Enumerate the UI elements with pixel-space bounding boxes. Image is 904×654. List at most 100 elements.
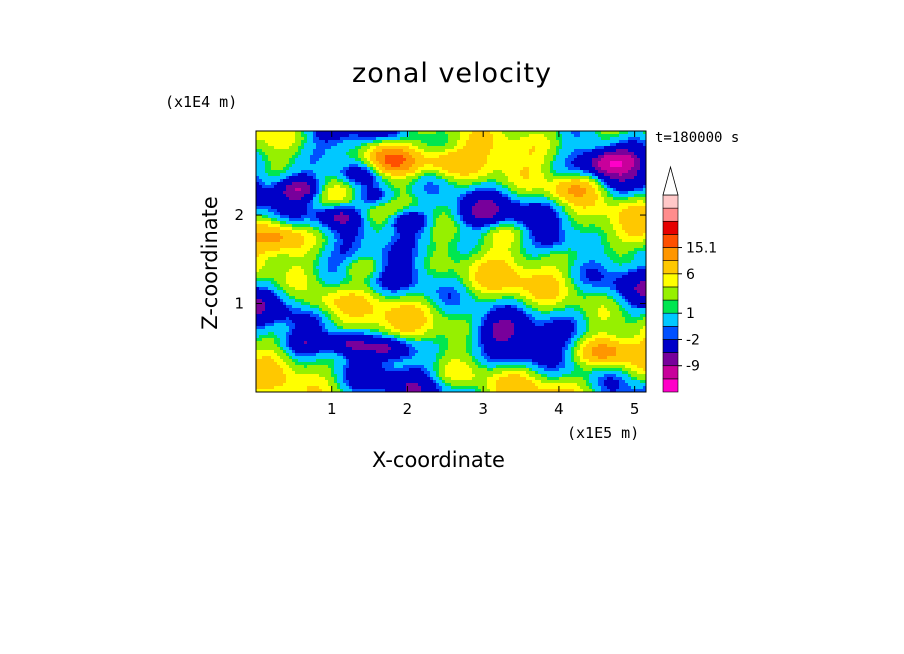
heatmap-cell [286,200,290,204]
heatmap-cell [514,143,518,147]
heatmap-cell [292,152,296,156]
heatmap-cell [598,233,602,237]
heatmap-cell [625,242,629,246]
heatmap-cell [262,143,266,147]
heatmap-cell [487,131,491,135]
heatmap-cell [616,131,620,135]
heatmap-cell [613,170,617,174]
heatmap-cell [427,143,431,147]
heatmap-cell [523,221,527,225]
heatmap-cell [280,146,284,150]
heatmap-cell [313,167,317,171]
heatmap-cell [457,149,461,153]
heatmap-cell [352,131,356,135]
heatmap-cell [586,185,590,189]
heatmap-cell [490,227,494,231]
heatmap-cell [259,242,263,246]
heatmap-cell [391,164,395,168]
heatmap-cell [541,200,545,204]
heatmap-cell [427,170,431,174]
heatmap-cell [442,215,446,219]
heatmap-cell [499,182,503,186]
heatmap-cell [484,227,488,231]
heatmap-cell [355,158,359,162]
heatmap-cell [505,143,509,147]
heatmap-cell [298,131,302,135]
heatmap-cell [283,227,287,231]
heatmap-cell [394,227,398,231]
heatmap-cell [349,224,353,228]
heatmap-cell [637,146,641,150]
heatmap-cell [610,239,614,243]
heatmap-cell [409,218,413,222]
heatmap-cell [259,200,263,204]
heatmap-cell [286,209,290,213]
heatmap-cell [268,203,272,207]
heatmap-cell [376,200,380,204]
heatmap-cell [535,137,539,141]
heatmap-cell [505,134,509,138]
heatmap-cell [616,200,620,204]
heatmap-cell [256,197,260,201]
heatmap-cell [607,239,611,243]
heatmap-cell [397,167,401,171]
heatmap-cell [421,218,425,222]
heatmap-cell [541,158,545,162]
heatmap-cell [439,194,443,198]
heatmap-cell [259,149,263,153]
heatmap-cell [550,191,554,195]
heatmap-cell [373,206,377,210]
heatmap-cell [580,155,584,159]
heatmap-cell [265,230,269,234]
heatmap-cell [505,188,509,192]
heatmap-cell [559,185,563,189]
heatmap-cell [376,188,380,192]
heatmap-cell [550,179,554,183]
heatmap-cell [616,179,620,183]
heatmap-cell [517,239,521,243]
heatmap-cell [532,158,536,162]
heatmap-cell [541,146,545,150]
heatmap-cell [394,152,398,156]
heatmap-cell [286,182,290,186]
heatmap-cell [352,185,356,189]
heatmap-cell [466,131,470,135]
heatmap-cell [496,143,500,147]
heatmap-cell [631,221,635,225]
heatmap-cell [541,149,545,153]
heatmap-cell [424,134,428,138]
heatmap-cell [334,170,338,174]
heatmap-cell [418,197,422,201]
heatmap-cell [334,155,338,159]
heatmap-cell [457,173,461,177]
heatmap-cell [502,212,506,216]
heatmap-cell [520,233,524,237]
heatmap-cell [337,173,341,177]
heatmap-cell [619,131,623,135]
heatmap-cell [562,233,566,237]
heatmap-cell [535,221,539,225]
heatmap-cell [583,152,587,156]
heatmap-cell [268,194,272,198]
heatmap-cell [385,218,389,222]
heatmap-cell [316,149,320,153]
heatmap-cell [553,218,557,222]
heatmap-cell [631,146,635,150]
heatmap-cell [298,197,302,201]
heatmap-cell [298,191,302,195]
heatmap-cell [448,152,452,156]
heatmap-cell [400,230,404,234]
heatmap-cell [544,182,548,186]
heatmap-cell [286,230,290,234]
heatmap-cell [358,191,362,195]
heatmap-cell [622,131,626,135]
heatmap-cell [634,197,638,201]
heatmap-cell [640,191,644,195]
heatmap-cell [283,197,287,201]
heatmap-cell [346,185,350,189]
heatmap-cell [622,179,626,183]
heatmap-cell [292,140,296,144]
heatmap-cell [451,197,455,201]
heatmap-cell [553,170,557,174]
heatmap-cell [316,131,320,135]
